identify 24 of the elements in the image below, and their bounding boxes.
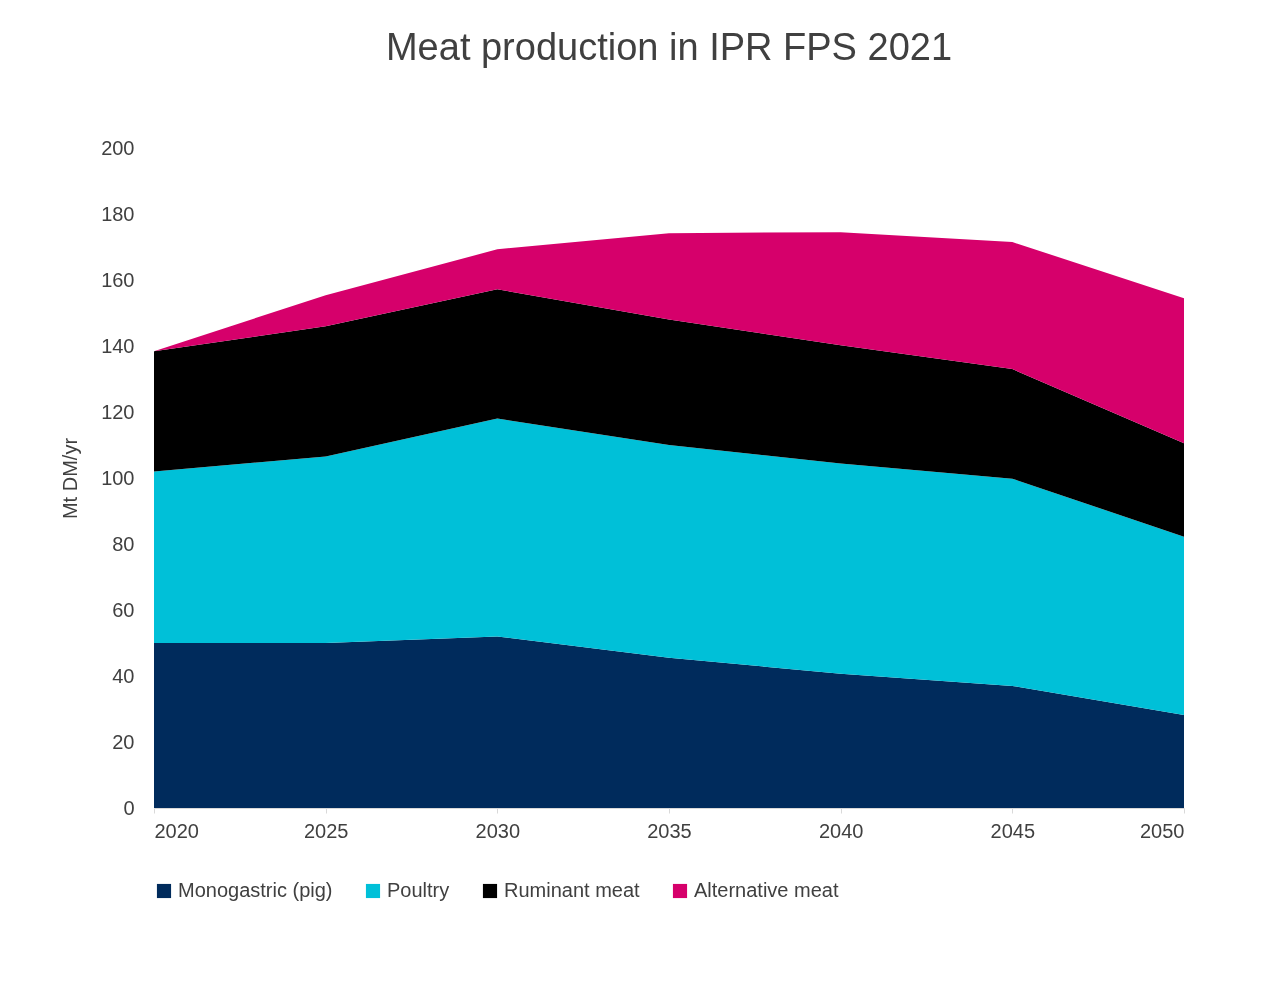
y-tick-label: 160	[101, 268, 135, 291]
legend-label: Monogastric (pig)	[178, 879, 333, 901]
legend-label: Alternative meat	[694, 879, 839, 901]
y-tick-label: 60	[112, 598, 135, 621]
x-tick-label: 2045	[990, 819, 1036, 842]
x-tick-label: 2025	[303, 819, 349, 842]
legend-label: Ruminant meat	[504, 879, 641, 901]
chart-title: Meat production in IPR FPS 2021	[385, 26, 953, 68]
y-tick-label: 120	[101, 400, 135, 423]
y-tick-label: 40	[112, 664, 135, 687]
x-tick-label: 2050	[1140, 819, 1185, 842]
y-tick-label: 0	[123, 796, 135, 819]
y-tick-label: 140	[101, 334, 135, 357]
x-tick-label: 2030	[475, 819, 521, 842]
x-tick-label: 2020	[154, 819, 199, 842]
y-tick-label: 200	[101, 136, 135, 159]
legend-label: Poultry	[387, 879, 450, 901]
x-tick-label: 2040	[818, 819, 864, 842]
y-axis-title: Mt DM/yr	[59, 437, 82, 520]
x-tick-label: 2035	[647, 819, 692, 842]
y-tick-label: 20	[112, 730, 135, 753]
y-tick-label: 180	[101, 202, 135, 225]
y-tick-label: 80	[112, 532, 135, 555]
y-tick-label: 100	[101, 466, 135, 489]
